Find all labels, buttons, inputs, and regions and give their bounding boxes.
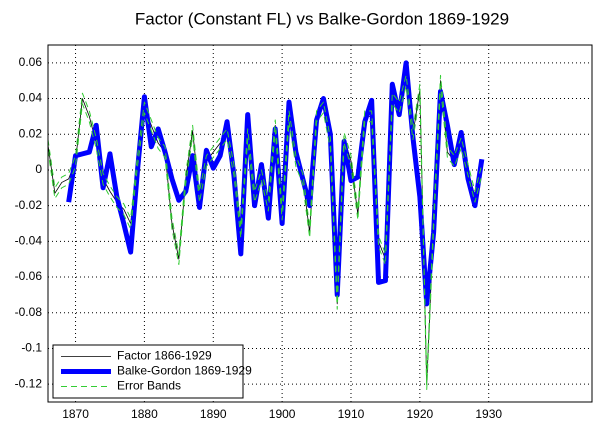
y-tick-label: -0.06 [15,269,43,283]
y-tick-label: 0.02 [19,126,43,140]
y-tick-label: 0.06 [19,55,43,69]
error-band-lower [48,85,483,390]
y-tick-label: -0.08 [15,305,43,319]
y-tick-label: -0.04 [15,234,43,248]
x-tick-label: 1920 [406,407,433,421]
x-tick-label: 1900 [269,407,296,421]
y-tick-label: -0.02 [15,198,43,212]
x-tick-label: 1910 [338,407,365,421]
chart-title: Factor (Constant FL) vs Balke-Gordon 186… [135,9,509,28]
x-tick-label: 1880 [131,407,158,421]
x-tick-label: 1870 [62,407,89,421]
legend-label: Error Bands [117,379,181,393]
y-tick-label: -0.12 [15,376,43,390]
legend-label: Balke-Gordon 1869-1929 [117,364,252,378]
x-tick-label: 1890 [200,407,227,421]
y-tick-label: 0 [35,162,42,176]
plot-frame [47,44,593,403]
legend-label: Factor 1866-1929 [117,349,212,363]
error-band-upper [48,74,483,380]
y-tick-label: -0.1 [21,341,42,355]
x-tick-label: 1930 [475,407,502,421]
y-tick-label: 0.04 [19,91,43,105]
